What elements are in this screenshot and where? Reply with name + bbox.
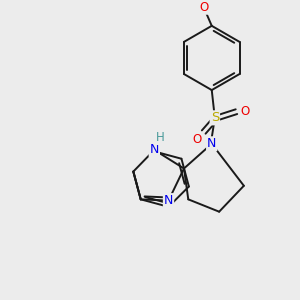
Text: O: O [241, 105, 250, 118]
Text: S: S [211, 111, 219, 124]
Text: O: O [199, 1, 208, 14]
Text: O: O [192, 133, 202, 146]
Text: N: N [207, 137, 216, 150]
Text: N: N [164, 194, 173, 207]
Text: N: N [150, 143, 159, 157]
Text: H: H [156, 131, 165, 144]
